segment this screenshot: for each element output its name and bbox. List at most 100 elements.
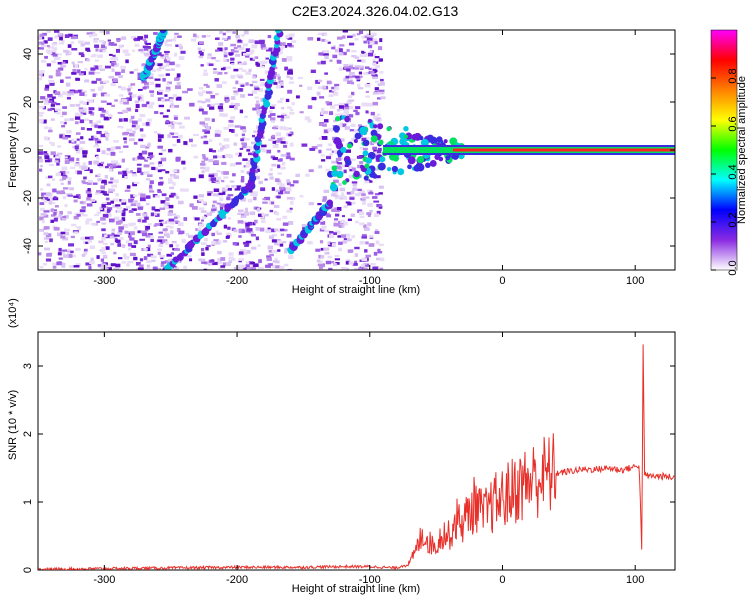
noise-cell [283,263,289,267]
noise-cell [307,118,312,123]
noise-cell [161,193,167,197]
noise-cell [255,103,260,108]
noise-cell [144,216,149,220]
noise-cell [143,48,149,51]
noise-cell [286,152,291,156]
noise-cell [43,200,48,203]
noise-cell [315,248,321,252]
noise-cell [338,105,344,109]
noise-cell [40,212,47,216]
noise-cell [94,71,101,74]
noise-cell [317,32,322,36]
noise-cell [379,257,385,262]
noise-cell [169,173,176,177]
noise-cell [277,164,281,169]
noise-cell [75,247,81,251]
noise-cell [91,80,97,84]
noise-cell [270,201,275,205]
noise-cell [266,255,272,259]
noise-cell [165,220,172,224]
noise-cell [232,50,239,53]
noise-cell [331,243,337,247]
noise-cell [124,189,131,192]
noise-cell [244,207,249,212]
noise-cell [329,153,333,156]
noise-cell [104,165,109,169]
noise-cell [287,71,293,75]
noise-cell [251,90,258,94]
noise-cell [215,93,219,96]
noise-cell [61,265,66,268]
noise-cell [185,255,192,258]
noise-cell [43,210,50,213]
noise-cell [62,237,69,241]
noise-cell [140,98,144,102]
noise-cell [183,217,188,221]
noise-cell [67,44,72,48]
noise-cell [99,49,105,53]
noise-cell [158,181,163,186]
noise-cell [341,192,345,197]
noise-cell [330,105,336,109]
noise-cell [167,259,172,262]
noise-cell [75,263,81,267]
noise-cell [282,241,287,244]
noise-cell [338,102,345,107]
noise-cell [182,167,187,170]
noise-cell [222,155,226,159]
snr-series-line [38,344,675,570]
noise-cell [244,138,250,141]
noise-cell [86,203,93,207]
noise-cell [145,234,151,238]
noise-cell [365,90,369,94]
noise-cell [280,166,286,170]
noise-cell [221,161,227,165]
noise-cell [135,108,139,113]
noise-cell [350,81,355,85]
noise-cell [151,69,156,73]
noise-cell [193,133,200,137]
noise-cell [345,259,351,262]
noise-cell [88,34,92,38]
carrier-scatter [331,170,338,177]
noise-cell [362,268,369,270]
noise-cell [124,53,131,56]
noise-cell [88,179,93,184]
x-tick-label: -100 [359,275,381,287]
noise-cell [277,50,283,55]
noise-cell [121,199,127,202]
noise-cell [380,82,385,86]
noise-cell [130,203,137,207]
noise-cell [44,159,51,163]
noise-cell [353,109,358,113]
noise-cell [162,78,166,82]
noise-cell [125,167,129,171]
noise-cell [44,153,49,157]
carrier-scatter [445,155,451,161]
noise-cell [378,185,384,189]
noise-cell [85,47,90,51]
noise-cell [342,240,347,244]
noise-cell [58,247,62,252]
noise-cell [42,32,47,36]
noise-cell [224,47,228,51]
noise-cell [286,75,290,78]
noise-cell [343,205,348,208]
carrier-scatter [407,156,416,165]
noise-cell [89,260,95,265]
noise-cell [361,196,367,200]
noise-cell [269,209,274,213]
noise-cell [285,187,291,191]
noise-layer [38,30,386,270]
noise-cell [62,111,67,116]
noise-cell [324,251,330,255]
noise-cell [136,212,141,216]
noise-cell [348,65,354,70]
carrier-scatter [329,183,338,192]
noise-cell [70,166,76,169]
noise-cell [268,138,273,142]
noise-cell [183,141,188,145]
noise-cell [257,244,261,247]
noise-cell [137,155,143,160]
